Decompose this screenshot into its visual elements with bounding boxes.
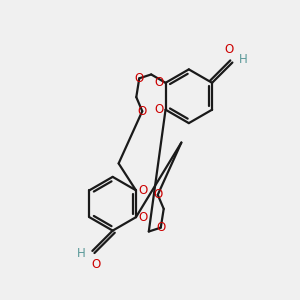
Text: H: H bbox=[76, 248, 85, 260]
Text: O: O bbox=[135, 72, 144, 85]
Text: O: O bbox=[154, 103, 163, 116]
Text: H: H bbox=[239, 53, 248, 66]
Text: O: O bbox=[224, 43, 233, 56]
Text: O: O bbox=[154, 76, 163, 89]
Text: O: O bbox=[138, 184, 148, 197]
Text: O: O bbox=[156, 221, 165, 234]
Text: O: O bbox=[138, 211, 148, 224]
Text: O: O bbox=[138, 105, 147, 118]
Text: O: O bbox=[153, 188, 162, 201]
Text: O: O bbox=[91, 257, 101, 271]
